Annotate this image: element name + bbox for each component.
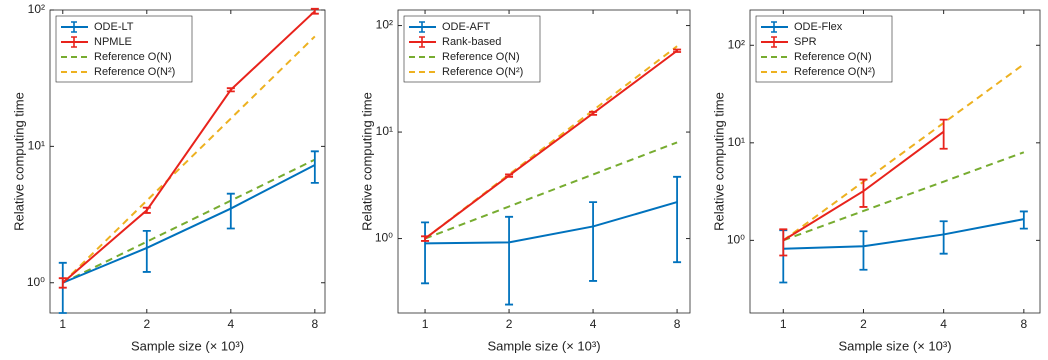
y-tick-label: 10² xyxy=(728,37,745,51)
series-line xyxy=(424,141,678,240)
error-bar xyxy=(1019,210,1028,230)
legend-swatch xyxy=(71,36,77,48)
panel: 1 2 4 8 10⁰ 10¹ 10² Sample size (× 10³) Relative… xyxy=(11,2,326,353)
panel: 1 2 4 8 10⁰ 10¹ 10² Sample size (× 10³) Relative… xyxy=(711,9,1041,353)
legend-label: ODE-LT xyxy=(94,21,134,33)
error-bar xyxy=(142,229,151,273)
y-tick-label: 10¹ xyxy=(728,135,745,149)
error-bar xyxy=(939,118,948,150)
x-tick-label: 1 xyxy=(59,317,66,331)
series-line xyxy=(424,49,678,240)
error-bar xyxy=(589,110,598,116)
legend-label: ODE-AFT xyxy=(442,21,491,33)
legend-swatch xyxy=(771,36,777,48)
error-bar xyxy=(226,87,235,93)
legend-swatch xyxy=(419,36,425,48)
legend-label: Reference O(N) xyxy=(442,51,520,63)
legend-label: Reference O(N²) xyxy=(442,66,523,78)
error-bar xyxy=(58,277,67,289)
series-line xyxy=(62,35,316,284)
error-bar xyxy=(421,235,430,242)
legend-label: NPMLE xyxy=(94,36,132,48)
x-tick-label: 4 xyxy=(590,317,597,331)
y-axis-label: Relative computing time xyxy=(359,92,374,231)
error-bar xyxy=(939,220,948,255)
y-tick-label: 10⁰ xyxy=(27,275,45,289)
series-line xyxy=(62,158,316,284)
legend-label: SPR xyxy=(794,36,817,48)
series-line xyxy=(782,63,1025,242)
y-tick-label: 10¹ xyxy=(28,139,45,153)
x-tick-label: 2 xyxy=(860,317,867,331)
x-axis-label: Sample size (× 10³) xyxy=(131,338,244,353)
y-tick-label: 10⁰ xyxy=(375,231,393,245)
error-bar xyxy=(310,150,319,184)
panel: 1 2 4 8 10⁰ 10¹ 10² Sample size (× 10³) Relative… xyxy=(359,9,691,353)
x-tick-label: 8 xyxy=(674,317,681,331)
legend-label: Reference O(N²) xyxy=(794,66,875,78)
y-tick-label: 10⁰ xyxy=(727,233,745,247)
y-axis-label: Relative computing time xyxy=(11,92,26,231)
x-tick-label: 2 xyxy=(143,317,150,331)
x-axis-label: Sample size (× 10³) xyxy=(838,338,951,353)
x-tick-label: 1 xyxy=(422,317,429,331)
error-bar xyxy=(589,201,598,282)
legend-label: Reference O(N) xyxy=(794,51,872,63)
x-axis-label: Sample size (× 10³) xyxy=(487,338,600,353)
error-bar xyxy=(779,228,788,257)
x-tick-label: 8 xyxy=(1020,317,1027,331)
series-line xyxy=(782,151,1025,242)
x-tick-label: 1 xyxy=(780,317,787,331)
y-tick-label: 10² xyxy=(376,18,393,32)
error-bar xyxy=(505,173,514,178)
series-line xyxy=(62,10,316,284)
error-bar xyxy=(142,206,151,214)
legend-label: Reference O(N²) xyxy=(94,66,175,78)
series-line xyxy=(62,164,316,284)
legend-label: ODE-Flex xyxy=(794,21,843,33)
x-tick-label: 8 xyxy=(311,317,318,331)
error-bar xyxy=(505,215,514,306)
error-bar xyxy=(673,48,682,53)
y-tick-label: 10¹ xyxy=(376,124,393,138)
error-bar xyxy=(310,7,319,15)
error-bar xyxy=(859,178,868,208)
error-bar xyxy=(226,192,235,230)
error-bar xyxy=(859,230,868,271)
error-bar xyxy=(673,175,682,264)
error-bar xyxy=(421,221,430,285)
y-axis-label: Relative computing time xyxy=(711,92,726,231)
series-line xyxy=(783,218,1025,250)
x-tick-label: 4 xyxy=(940,317,947,331)
legend-swatch xyxy=(771,21,777,33)
legend-swatch xyxy=(71,21,77,33)
legend-label: Reference O(N) xyxy=(94,51,172,63)
series-line xyxy=(425,201,678,245)
x-tick-label: 4 xyxy=(227,317,234,331)
legend-swatch xyxy=(419,21,425,33)
x-tick-label: 2 xyxy=(506,317,513,331)
legend-label: Rank-based xyxy=(442,36,501,48)
y-tick-label: 10² xyxy=(28,2,45,16)
